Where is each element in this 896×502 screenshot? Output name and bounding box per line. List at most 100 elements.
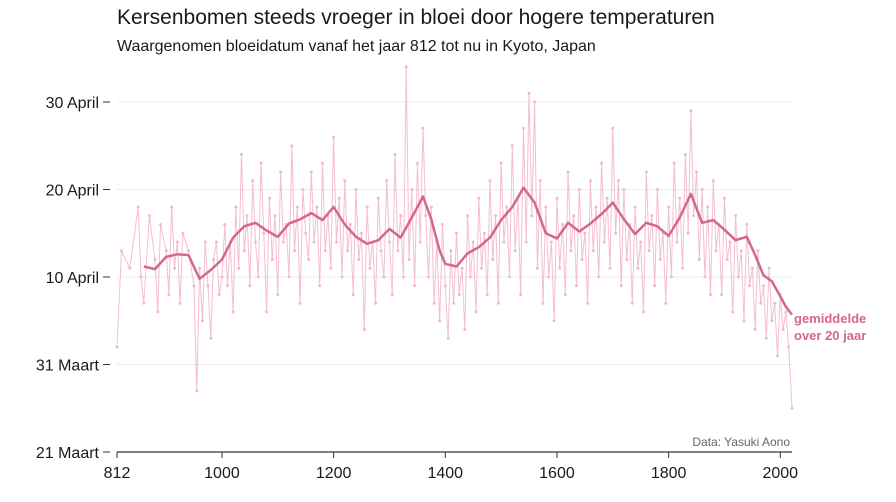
- observed-point: [669, 275, 673, 279]
- observed-point: [159, 223, 163, 226]
- observed-point: [368, 266, 372, 270]
- x-axis: 812 1000 1200 1400 1600 1800 2000: [104, 451, 798, 482]
- observed-point: [200, 319, 204, 323]
- observed-point: [463, 328, 467, 331]
- observed-point: [485, 293, 489, 296]
- y-tick-label: 31 Maart: [36, 358, 100, 375]
- observed-point: [574, 284, 578, 288]
- observed-point: [329, 266, 333, 270]
- observed-point: [214, 240, 218, 244]
- observed-point: [739, 249, 743, 253]
- observed-point: [499, 161, 503, 165]
- observed-point: [533, 100, 537, 104]
- observed-point: [703, 275, 707, 279]
- observed-point: [563, 293, 567, 296]
- observed-point: [318, 284, 322, 288]
- observed-point: [217, 293, 221, 296]
- observed-point: [376, 196, 380, 200]
- x-tick-label: 1200: [316, 465, 352, 482]
- observed-point: [323, 249, 327, 253]
- observed-point: [253, 240, 257, 244]
- observed-point: [365, 205, 369, 209]
- observed-point: [510, 144, 514, 148]
- observed-point: [725, 258, 729, 261]
- observed-point: [608, 266, 612, 270]
- observed-point: [639, 240, 643, 244]
- observed-point: [343, 179, 347, 183]
- observed-point: [320, 161, 324, 165]
- observed-point: [616, 179, 620, 183]
- observed-point: [449, 249, 453, 253]
- observed-point: [566, 170, 570, 174]
- observed-point: [192, 284, 196, 288]
- observed-point: [173, 266, 177, 270]
- observed-point: [354, 188, 358, 191]
- observed-point: [714, 249, 718, 253]
- observed-point: [223, 223, 227, 226]
- observed-point: [387, 240, 391, 244]
- observed-point: [315, 205, 319, 209]
- observed-point: [240, 153, 244, 156]
- observed-point: [770, 319, 774, 323]
- observed-point: [513, 249, 517, 253]
- observed-point: [720, 293, 724, 296]
- observed-point: [340, 275, 344, 279]
- observed-point: [457, 293, 461, 296]
- observed-point: [337, 196, 341, 200]
- observed-point: [390, 293, 394, 296]
- observed-point: [153, 258, 157, 261]
- observed-point: [466, 214, 470, 218]
- observed-point: [521, 126, 525, 130]
- observed-point: [206, 284, 210, 288]
- observed-point: [784, 310, 788, 314]
- observed-point: [128, 266, 132, 270]
- observed-point: [602, 240, 606, 244]
- average-series: [143, 186, 793, 316]
- observed-point: [756, 249, 760, 253]
- observed-point: [267, 196, 271, 200]
- observed-point: [281, 240, 285, 244]
- observed-point: [675, 240, 679, 244]
- observed-series: [115, 65, 794, 410]
- observed-point: [658, 258, 662, 261]
- observed-point: [360, 231, 364, 235]
- observed-point: [494, 214, 498, 218]
- observed-point: [312, 240, 316, 244]
- observed-point: [767, 266, 771, 270]
- observed-point: [535, 266, 539, 270]
- source-label: Data: Yasuki Aono: [692, 435, 790, 449]
- observed-point: [421, 126, 425, 130]
- observed-point: [373, 301, 377, 305]
- observed-point: [379, 249, 383, 253]
- observed-point: [474, 310, 478, 314]
- x-tick-label: 1000: [204, 465, 240, 482]
- observed-point: [212, 258, 216, 261]
- observed-point: [588, 179, 592, 183]
- observed-point: [706, 205, 710, 209]
- observed-point: [547, 275, 551, 279]
- observed-point: [753, 328, 757, 331]
- observed-point: [689, 109, 693, 113]
- observed-point: [524, 240, 528, 244]
- observed-point: [334, 240, 338, 244]
- observed-point: [762, 284, 766, 288]
- observed-point: [156, 310, 160, 314]
- observed-point: [142, 301, 146, 305]
- observed-point: [496, 301, 500, 305]
- average-label-line-1: gemiddelde: [794, 311, 866, 326]
- observed-point: [681, 266, 685, 270]
- observed-point: [418, 240, 422, 244]
- observed-point: [555, 196, 559, 200]
- observed-point: [636, 266, 640, 270]
- observed-point: [415, 161, 419, 165]
- observed-point: [396, 249, 400, 253]
- observed-point: [242, 249, 246, 253]
- observed-point: [731, 310, 735, 314]
- observed-point: [650, 214, 654, 218]
- observed-point: [745, 223, 749, 226]
- observed-point: [256, 275, 260, 279]
- observed-point: [440, 223, 444, 226]
- observed-point: [505, 205, 509, 209]
- observed-point: [393, 153, 397, 156]
- observed-point: [276, 293, 280, 296]
